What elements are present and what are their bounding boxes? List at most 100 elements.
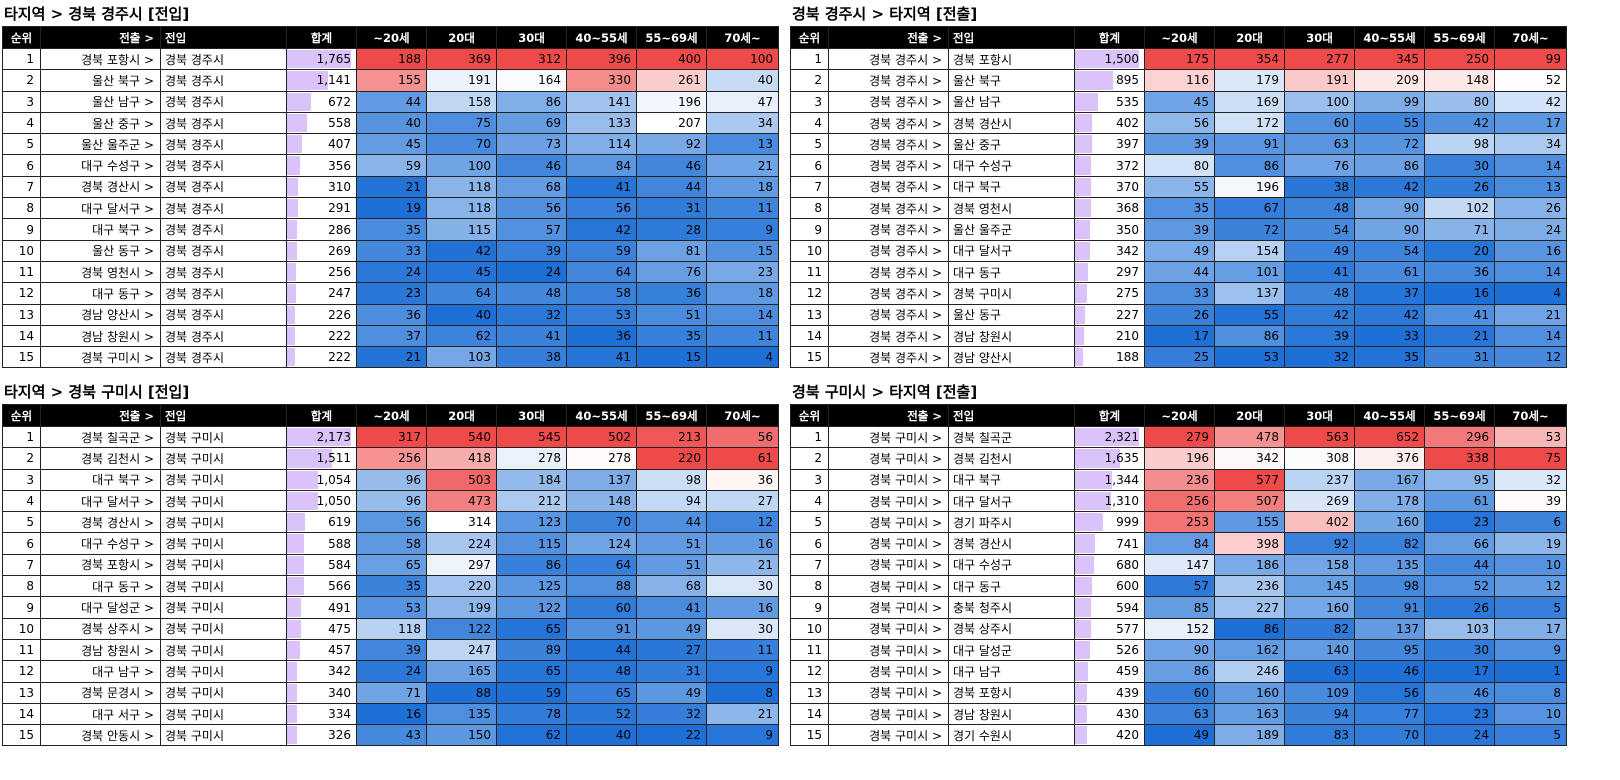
rank-cell: 3 (790, 90, 829, 113)
from-region: 울산 북구 (92, 73, 141, 88)
total-bar (1075, 449, 1121, 468)
from-region: 경북 구미시 (869, 537, 929, 552)
from-region: 경북 경주시 (869, 116, 929, 131)
total-bar (287, 726, 297, 745)
from-cell: 경북 경주시 > (828, 154, 949, 177)
age-value-cell: 36 (566, 324, 637, 348)
total-bar (287, 92, 312, 111)
age-value-cell: 141 (566, 90, 637, 113)
rank-cell: 12 (790, 282, 829, 305)
age-value-cell: 16 (706, 596, 779, 619)
age-value-cell: 133 (566, 111, 637, 135)
age-value-cell: 312 (496, 47, 567, 71)
to-cell: 경북 구미시 (160, 724, 287, 747)
total-bar (1075, 135, 1092, 154)
age-value-cell: 53 (566, 303, 637, 326)
age-value-cell: 86 (1214, 324, 1285, 348)
total-value: 370 (1116, 179, 1139, 194)
age-value-cell: 220 (636, 447, 707, 470)
age-value-cell: 186 (1214, 553, 1285, 577)
from-region: 경북 경주시 (869, 137, 929, 152)
age-value-cell: 12 (706, 511, 779, 534)
total-value: 2,173 (316, 430, 351, 445)
from-header: 전출 > (828, 404, 949, 427)
arrow-separator: > (143, 52, 154, 67)
total-cell: 430 (1074, 702, 1145, 726)
rank-cell: 4 (2, 489, 41, 513)
arrow-separator: > (931, 537, 942, 552)
rank-cell: 5 (2, 511, 41, 534)
age-value-cell: 9 (706, 218, 779, 241)
age-value-cell: 98 (636, 468, 707, 491)
total-bar (1075, 92, 1098, 111)
arrow-separator: > (931, 137, 942, 152)
table-row: 4 대구 달서구 > 경북 구미시 1,050 96 473 212 148 94 27 (2, 489, 779, 513)
table-row: 12 경북 구미시 > 대구 남구 459 86 246 63 46 17 1 (790, 660, 1567, 683)
age-value-cell: 36 (706, 468, 779, 491)
age-value-cell: 53 (1214, 346, 1285, 369)
age-value-cell: 92 (636, 133, 707, 156)
arrow-separator: > (931, 601, 942, 616)
from-header: 전출 > (40, 404, 161, 427)
to-cell: 대구 북구 (948, 468, 1075, 491)
total-bar (1075, 305, 1085, 324)
age-value-cell: 12 (1494, 575, 1567, 598)
total-bar (287, 220, 298, 239)
age-value-cell: 62 (426, 324, 497, 348)
age-value-cell: 56 (1144, 111, 1215, 135)
age-value-cell: 11 (706, 324, 779, 348)
from-cell: 경북 구미시 > (828, 511, 949, 534)
total-bar (287, 598, 302, 617)
to-cell: 경북 경주시 (160, 154, 287, 177)
age-value-cell: 65 (356, 553, 427, 577)
age-value-cell: 44 (636, 175, 707, 199)
total-value: 2,321 (1104, 430, 1139, 445)
age-value-cell: 11 (706, 197, 779, 220)
age-value-cell: 123 (496, 511, 567, 534)
total-cell: 342 (1074, 239, 1145, 262)
age-value-cell: 147 (1144, 553, 1215, 577)
from-region: 대구 수성구 (81, 537, 141, 552)
arrow-separator: > (931, 515, 942, 530)
rank-cell: 6 (790, 154, 829, 177)
age-value-cell: 101 (1214, 260, 1285, 284)
table-row: 2 경북 구미시 > 경북 김천시 1,635 196 342 308 376 338 75 (790, 447, 1567, 470)
total-value: 297 (1116, 265, 1139, 280)
panel-title: 경북 경주시 > 타지역 [전출] (792, 5, 978, 23)
arrow-separator: > (931, 350, 942, 365)
rank-cell: 2 (790, 447, 829, 470)
age-value-cell: 44 (356, 90, 427, 113)
total-cell: 999 (1074, 511, 1145, 534)
to-cell: 경북 구미시 (160, 660, 287, 683)
age-value-cell: 21 (356, 346, 427, 369)
table-row: 3 울산 남구 > 경북 경주시 672 44 158 86 141 196 47 (2, 90, 779, 113)
total-bar (1075, 555, 1094, 575)
table-row: 1 경북 칠곡군 > 경북 구미시 2,173 317 540 545 502 213 56 (2, 425, 779, 449)
age-value-cell: 72 (1214, 218, 1285, 241)
age-value-cell: 52 (566, 702, 637, 726)
age-value-cell: 4 (706, 346, 779, 369)
age-value-cell: 158 (426, 90, 497, 113)
from-header: 전출 > (828, 26, 949, 49)
age-value-cell: 20 (1424, 239, 1495, 262)
total-value: 1,344 (1104, 472, 1139, 487)
table-row: 14 경남 창원시 > 경북 경주시 222 37 62 41 36 35 11 (2, 324, 779, 348)
from-cell: 경남 창원시 > (40, 638, 161, 662)
total-bar (1075, 598, 1092, 617)
migration-table: 순위 전출 > 전입 합계 ~20세 20대 30대 40~55세 55~69세 70세~ 1 경북 … (2, 26, 779, 369)
age-value-cell: 338 (1424, 447, 1495, 470)
age-value-cell: 41 (636, 596, 707, 619)
arrow-separator: > (931, 643, 942, 658)
table-row: 11 경북 구미시 > 대구 달성군 526 90 162 140 95 30 9 (790, 638, 1567, 662)
rank-cell: 13 (790, 681, 829, 704)
age-value-cell: 16 (706, 532, 779, 555)
age-value-cell: 140 (1284, 638, 1355, 662)
total-cell: 210 (1074, 324, 1145, 348)
age-value-cell: 99 (1494, 47, 1567, 71)
age-value-cell: 61 (706, 447, 779, 470)
arrow-separator: > (143, 664, 154, 679)
total-value: 535 (1116, 94, 1139, 109)
to-cell: 경북 구미시 (160, 532, 287, 555)
from-cell: 경남 양산시 > (40, 303, 161, 326)
age-value-cell: 369 (426, 47, 497, 71)
